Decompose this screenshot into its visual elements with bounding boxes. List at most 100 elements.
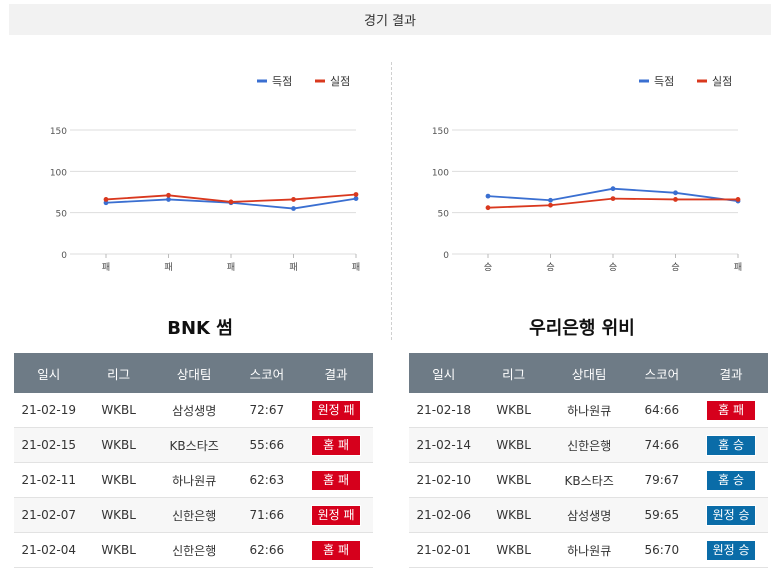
cell-score: 64:66 (629, 393, 695, 428)
x-tick-label: 패 (289, 262, 297, 273)
legend-label-scored: 득점 (272, 75, 292, 88)
data-point-conceded (353, 192, 359, 197)
cell-result: 원정 승 (694, 497, 768, 533)
data-point-conceded (103, 197, 109, 202)
cell-league: WKBL (478, 427, 549, 463)
y-tick-label: 50 (56, 210, 68, 220)
y-tick-label: 100 (50, 168, 67, 178)
col-date: 일시 (14, 353, 84, 393)
x-tick-label: 승 (484, 262, 492, 273)
cell-opponent: 하나원큐 (153, 462, 235, 498)
cell-result: 홈 승 (694, 462, 768, 498)
cell-result: 홈 패 (694, 393, 768, 428)
y-tick-label: 150 (432, 127, 449, 137)
result-badge: 홈 패 (311, 434, 362, 456)
table-row: 21-02-10 WKBL KB스타즈 79:67 홈 승 (409, 462, 768, 498)
table-header-row: 일시 리그 상대팀 스코어 결과 (409, 353, 768, 393)
data-point-scored (485, 193, 491, 199)
woori-games-table: 일시 리그 상대팀 스코어 결과 21-02-18 WKBL 하나원큐 64:66 홈 … (409, 353, 768, 568)
result-badge: 홈 패 (311, 469, 362, 491)
legend-label-conceded: 실점 (330, 75, 350, 88)
cell-result: 홈 패 (299, 462, 373, 498)
x-tick-label: 패 (227, 262, 235, 273)
cell-opponent: 신한은행 (153, 532, 235, 568)
result-badge: 홈 패 (311, 539, 362, 561)
woori-chart: 0 50 100 150 승 승 승 승 패 득점 실점 (402, 64, 772, 279)
cell-date: 21-02-15 (14, 427, 84, 463)
cell-score: 72:67 (234, 393, 300, 428)
data-point-scored (548, 197, 553, 203)
table-row: 21-02-14 WKBL 신한은행 74:66 홈 승 (409, 427, 768, 463)
cell-league: WKBL (83, 427, 154, 463)
cell-league: WKBL (83, 532, 154, 568)
cell-date: 21-02-01 (409, 532, 479, 568)
bnk-games-table: 일시 리그 상대팀 스코어 결과 21-02-19 WKBL 삼성생명 72:67 원정… (14, 353, 373, 568)
data-point-scored (610, 186, 616, 192)
section-header: 경기 결과 (9, 4, 771, 35)
cell-opponent: KB스타즈 (548, 462, 630, 498)
table-row: 21-02-18 WKBL 하나원큐 64:66 홈 패 (409, 393, 768, 428)
cell-opponent: 하나원큐 (548, 393, 630, 428)
result-badge: 원정 패 (311, 399, 362, 421)
table-row: 21-02-15 WKBL KB스타즈 55:66 홈 패 (14, 427, 373, 463)
table-row: 21-02-06 WKBL 삼성생명 59:65 원정 승 (409, 497, 768, 533)
cell-opponent: 삼성생명 (153, 393, 235, 428)
legend-label-conceded: 실점 (712, 75, 732, 88)
cell-score: 59:65 (629, 497, 695, 533)
result-badge: 홈 승 (706, 434, 757, 456)
result-badge: 홈 승 (706, 469, 757, 491)
y-tick-label: 0 (443, 251, 449, 261)
data-point-conceded (485, 205, 491, 211)
cell-league: WKBL (478, 462, 549, 498)
data-point-scored (353, 196, 359, 202)
cell-score: 71:66 (234, 497, 300, 533)
x-tick-label: 패 (164, 262, 172, 273)
cell-result: 원정 승 (694, 532, 768, 568)
bnk-chart-svg: 0 50 100 150 패 패 패 패 패 득점 실점 (50, 75, 360, 273)
x-tick-label: 승 (671, 262, 679, 273)
cell-date: 21-02-10 (409, 462, 479, 498)
table-row: 21-02-19 WKBL 삼성생명 72:67 원정 패 (14, 393, 373, 428)
cell-date: 21-02-19 (14, 393, 84, 428)
table-row: 21-02-07 WKBL 신한은행 71:66 원정 패 (14, 497, 373, 533)
result-badge: 원정 승 (706, 504, 757, 526)
table-row: 21-02-04 WKBL 신한은행 62:66 홈 패 (14, 532, 373, 568)
col-result: 결과 (694, 353, 768, 393)
result-badge: 원정 승 (706, 539, 757, 561)
col-opponent: 상대팀 (153, 353, 235, 393)
data-point-conceded (548, 202, 553, 208)
team-name-woori: 우리은행 위비 (529, 318, 635, 339)
cell-score: 56:70 (629, 532, 695, 568)
cell-score: 62:66 (234, 532, 300, 568)
woori-chart-svg: 0 50 100 150 승 승 승 승 패 득점 실점 (432, 75, 742, 273)
cell-league: WKBL (478, 532, 549, 568)
cell-result: 원정 패 (299, 497, 373, 533)
cell-score: 62:63 (234, 462, 300, 498)
legend-label-scored: 득점 (654, 75, 674, 88)
cell-result: 홈 패 (299, 532, 373, 568)
cell-score: 74:66 (629, 427, 695, 463)
data-point-conceded (291, 197, 296, 202)
y-tick-label: 100 (432, 168, 449, 178)
data-point-scored (166, 197, 171, 202)
cell-date: 21-02-07 (14, 497, 84, 533)
cell-score: 79:67 (629, 462, 695, 498)
data-point-conceded (228, 199, 234, 205)
x-tick-label: 승 (609, 262, 617, 273)
cell-date: 21-02-11 (14, 462, 84, 498)
cell-opponent: 하나원큐 (548, 532, 630, 568)
cell-opponent: 신한은행 (153, 497, 235, 533)
table-row: 21-02-11 WKBL 하나원큐 62:63 홈 패 (14, 462, 373, 498)
x-tick-label: 패 (734, 262, 742, 273)
cell-date: 21-02-14 (409, 427, 479, 463)
cell-league: WKBL (83, 497, 154, 533)
bnk-chart: 0 50 100 150 패 패 패 패 패 득점 실점 (20, 64, 390, 279)
x-tick-label: 패 (102, 262, 110, 273)
x-tick-label: 패 (352, 262, 360, 273)
cell-league: WKBL (478, 393, 549, 428)
result-badge: 홈 패 (706, 399, 757, 421)
cell-opponent: 신한은행 (548, 427, 630, 463)
table-row: 21-02-01 WKBL 하나원큐 56:70 원정 승 (409, 532, 768, 568)
cell-date: 21-02-06 (409, 497, 479, 533)
cell-score: 55:66 (234, 427, 300, 463)
